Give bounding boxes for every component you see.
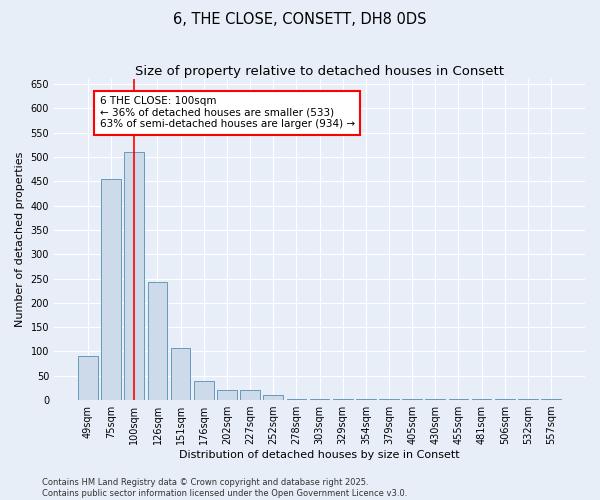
Bar — [356, 399, 376, 400]
Bar — [379, 399, 399, 400]
Bar — [495, 399, 515, 400]
Y-axis label: Number of detached properties: Number of detached properties — [15, 152, 25, 328]
Bar — [518, 399, 538, 400]
Bar — [449, 399, 468, 400]
Bar — [194, 380, 214, 400]
Bar — [101, 179, 121, 400]
Bar — [171, 348, 190, 400]
Bar — [541, 399, 561, 400]
Bar — [263, 395, 283, 400]
Text: Contains HM Land Registry data © Crown copyright and database right 2025.
Contai: Contains HM Land Registry data © Crown c… — [42, 478, 407, 498]
Bar — [472, 399, 491, 400]
Text: 6, THE CLOSE, CONSETT, DH8 0DS: 6, THE CLOSE, CONSETT, DH8 0DS — [173, 12, 427, 28]
Bar — [240, 390, 260, 400]
Title: Size of property relative to detached houses in Consett: Size of property relative to detached ho… — [135, 65, 504, 78]
Bar — [310, 399, 329, 400]
Bar — [148, 282, 167, 400]
Bar — [402, 399, 422, 400]
Bar — [78, 356, 98, 400]
Text: 6 THE CLOSE: 100sqm
← 36% of detached houses are smaller (533)
63% of semi-detac: 6 THE CLOSE: 100sqm ← 36% of detached ho… — [100, 96, 355, 130]
X-axis label: Distribution of detached houses by size in Consett: Distribution of detached houses by size … — [179, 450, 460, 460]
Bar — [124, 152, 144, 400]
Bar — [217, 390, 237, 400]
Bar — [333, 399, 353, 400]
Bar — [287, 399, 306, 400]
Bar — [425, 399, 445, 400]
